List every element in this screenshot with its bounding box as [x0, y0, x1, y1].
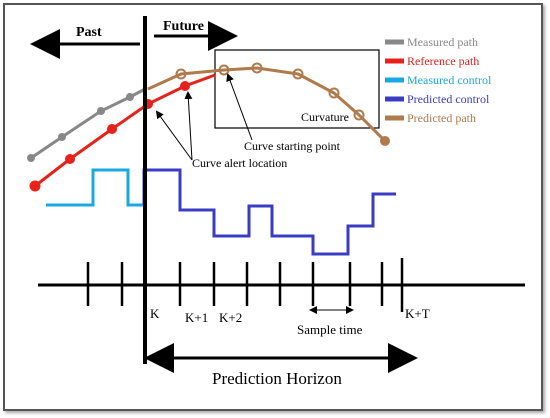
- curve-start-pointer: [226, 73, 253, 141]
- past-label: Past: [76, 25, 102, 40]
- prediction-horizon-label: Prediction Horizon: [212, 369, 342, 388]
- legend-item-measured-path: Measured path: [385, 35, 478, 49]
- legend-label: Predicted control: [407, 92, 490, 106]
- predicted-control-line: [142, 168, 396, 256]
- measured-control-line: [46, 168, 144, 207]
- tick-label-k1: K+1: [185, 310, 208, 325]
- legend-item-predicted-path: Predicted path: [385, 111, 476, 125]
- legend-item-measured-control: Measured control: [385, 73, 492, 87]
- curvature-box: [214, 49, 380, 129]
- reference-path-line: [34, 73, 216, 188]
- predicted-path-line: [147, 66, 387, 143]
- future-label: Future: [163, 19, 204, 34]
- predicted-path-end-point: [380, 136, 390, 146]
- tick-label-k2: K+2: [219, 310, 242, 325]
- curve-alert-pointer-2: [184, 91, 193, 161]
- measured-path-points: [27, 93, 134, 162]
- curvature-label: Curvature: [301, 110, 349, 124]
- tick-label-k: K: [150, 306, 160, 321]
- predicted-path-points: [175, 62, 365, 121]
- legend: Measured path Reference path Measured co…: [385, 35, 492, 125]
- legend-label: Measured control: [407, 73, 492, 87]
- legend-label: Predicted path: [407, 111, 476, 125]
- legend-label: Measured path: [407, 35, 478, 49]
- tick-label-kt: K+T: [405, 306, 430, 321]
- curve-start-label: Curve starting point: [244, 139, 341, 153]
- sample-time-label: Sample time: [297, 322, 363, 337]
- time-axis-ticks: [86, 258, 404, 312]
- legend-item-predicted-control: Predicted control: [385, 92, 490, 106]
- curve-alert-label: Curve alert location: [192, 156, 287, 170]
- reference-path-points: [29, 81, 190, 192]
- legend-label: Reference path: [407, 54, 479, 68]
- curve-alert-pointer-1: [155, 110, 193, 161]
- legend-item-reference-path: Reference path: [385, 54, 479, 68]
